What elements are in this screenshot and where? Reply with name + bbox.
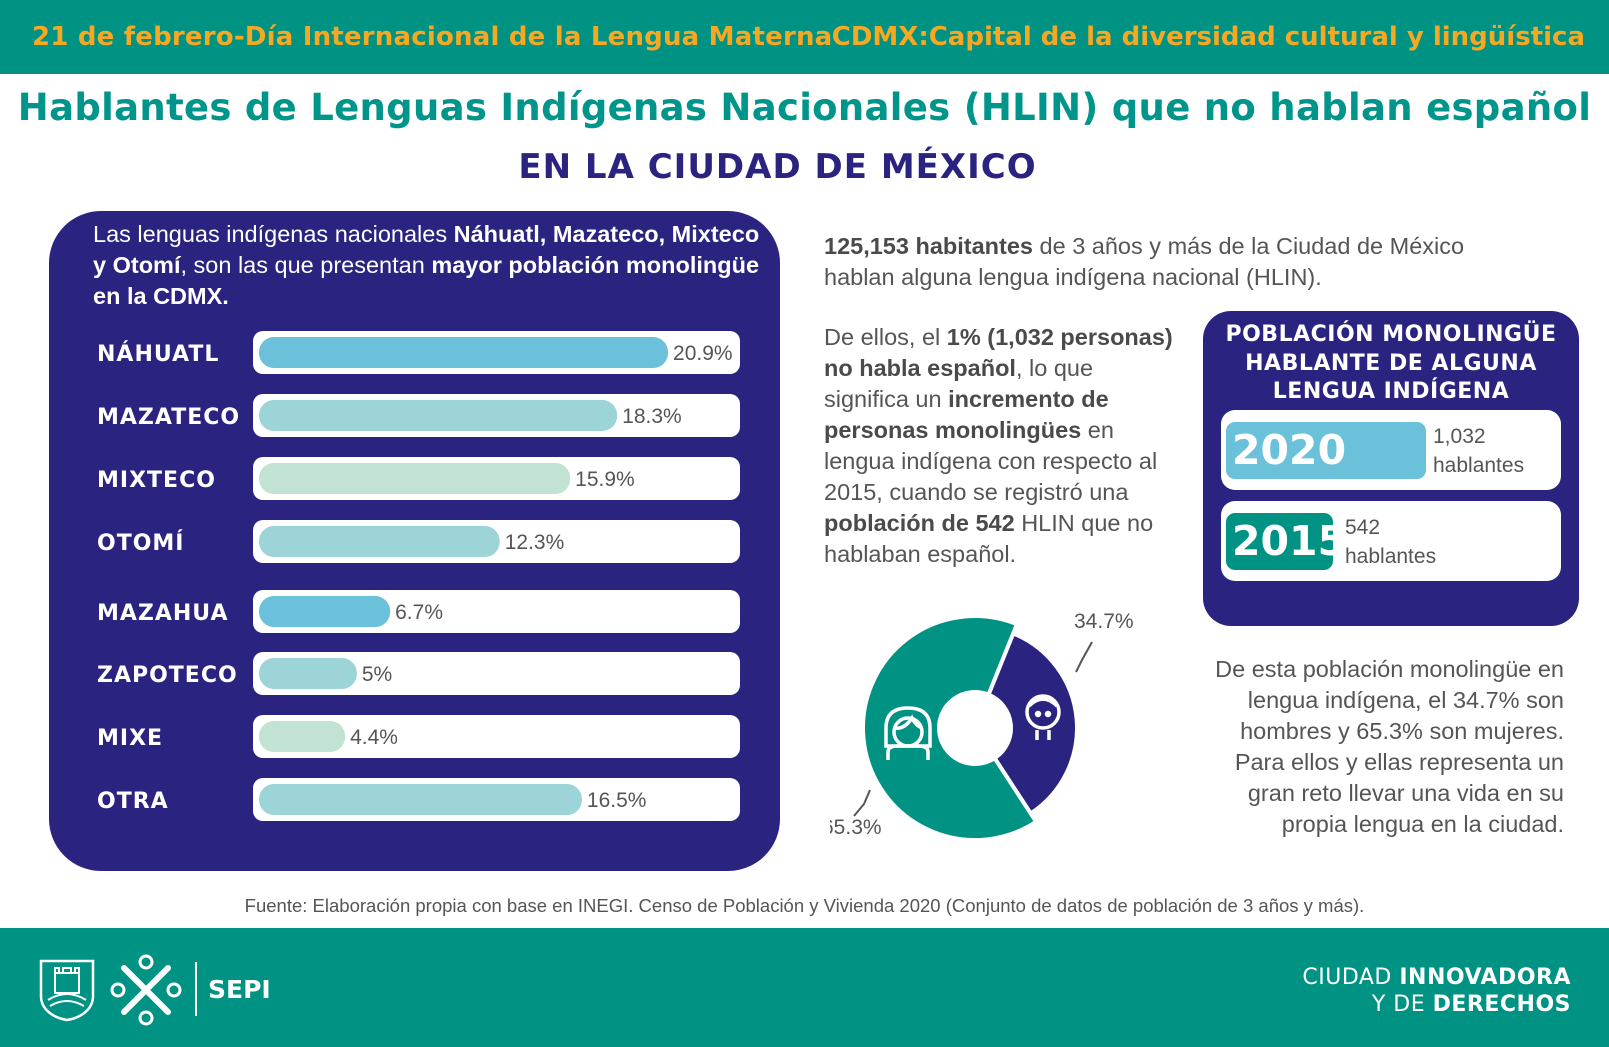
para2-bold-2: incremento de personas monolingües [824, 386, 1109, 443]
donut-leader-men [1075, 641, 1093, 673]
para2-text-3: en lengua indígena con respecto al 2015,… [824, 417, 1158, 505]
year-value-2015: 542 hablantes [1345, 513, 1436, 571]
year-card-2020: 2020 1,032 hablantes [1221, 410, 1561, 490]
header-right-text: CDMX:Capital de la diversidad cultural y… [831, 22, 1585, 52]
bar-value-label: 12.3% [505, 531, 565, 554]
gender-donut-chart: 34.7% 65.3% [830, 610, 1134, 842]
slogan-l1-b: INNOVADORA [1399, 965, 1571, 990]
intro-text-1: Las lenguas indígenas nacionales [93, 221, 454, 247]
monolingual-box: POBLACIÓN MONOLINGÜE HABLANTE DE ALGUNA … [1203, 311, 1579, 626]
bar-mixteco [259, 463, 571, 494]
bar-value-label: 15.9% [575, 468, 635, 491]
para2-bold-1: 1% (1,032 personas) no habla español [824, 324, 1173, 381]
bar-category-label: MIXTECO [97, 468, 216, 493]
monolingual-box-title: POBLACIÓN MONOLINGÜE HABLANTE DE ALGUNA … [1225, 322, 1557, 404]
para2-text-2: , lo que significa un [824, 355, 1094, 412]
bar-track-mixe [253, 715, 740, 758]
para2-text-1: De ellos, el [824, 324, 947, 350]
bar-value-label: 20.9% [673, 342, 733, 365]
monolingual-paragraph: De ellos, el 1% (1,032 personas) no habl… [824, 322, 1174, 570]
bar-value-label: 4.4% [350, 726, 398, 749]
girl-icon [884, 706, 932, 760]
footer-slogan: CIUDAD INNOVADORA Y DE DERECHOS [1302, 964, 1571, 1018]
slogan-l1-a: CIUDAD [1302, 965, 1400, 990]
year-count-2020: 1,032 [1433, 425, 1486, 448]
cdmx-x-logo [110, 954, 182, 1026]
year-unit-2015: hablantes [1345, 545, 1437, 568]
bar-zapoteco [259, 658, 357, 689]
bar-category-label: OTOMÍ [97, 530, 185, 556]
para1-bold: 125,153 habitantes [824, 233, 1033, 259]
source-note: Fuente: Elaboración propia con base en I… [244, 895, 1365, 916]
languages-bar-chart: 20.9% NÁHUATL 18.3% MAZATECO 15.9% MIXTECO 12.… [97, 331, 740, 821]
header-left-text: 21 de febrero-Día Internacional de la Le… [32, 22, 833, 52]
bar-category-label: NÁHUATL [97, 341, 219, 367]
bar-category-label: MAZATECO [97, 405, 240, 430]
gender-note: De esta población monolingüe en lengua i… [1215, 656, 1564, 837]
footer-divider [195, 962, 197, 1016]
bar-otomi [259, 526, 500, 557]
footer-bar: SEPI CIUDAD INNOVADORA Y DE DERECHOS [0, 928, 1609, 1047]
intro-bold-1: Náhuatl, Mazateco, Mixteco y Otomí [93, 221, 760, 278]
year-label-2020: 2020 [1226, 422, 1426, 479]
para1-text: de 3 años y más de la Ciudad de México h… [824, 233, 1465, 290]
year-unit-2020: hablantes [1433, 454, 1525, 477]
bar-category-label: MAZAHUA [97, 601, 229, 626]
bar-mazateco [259, 400, 618, 431]
bar-value-label: 6.7% [395, 601, 443, 624]
donut-label-women: 65.3% [830, 816, 882, 839]
bar-nahuatl [259, 337, 669, 368]
bar-value-label: 18.3% [622, 405, 682, 428]
bar-value-label: 5% [362, 663, 392, 686]
para2-bold-3: población de 542 [824, 510, 1015, 536]
cdmx-shield-logo [39, 959, 95, 1022]
intro-bold-2: mayor población monolingüe en la CDMX. [93, 252, 760, 309]
boy-icon [1025, 694, 1061, 740]
intro-text-2: , son las que presentan [180, 252, 432, 278]
bar-value-label: 16.5% [587, 789, 647, 812]
page-title: Hablantes de Lenguas Indígenas Nacionale… [17, 86, 1592, 129]
sepi-logo-text: SEPI [208, 975, 271, 1004]
page-subtitle: EN LA CIUDAD DE MÉXICO [518, 147, 1037, 187]
bar-category-label: ZAPOTECO [97, 663, 238, 688]
year-value-2020: 1,032 hablantes [1433, 422, 1524, 480]
bar-mixe [259, 721, 346, 752]
top-banner: 21 de febrero-Día Internacional de la Le… [0, 0, 1609, 74]
bar-track-zapoteco [253, 652, 740, 695]
languages-panel: Las lenguas indígenas nacionales Náhuatl… [49, 211, 780, 871]
bar-mazahua [259, 596, 391, 627]
bar-otra [259, 784, 582, 815]
donut-leader-women [853, 789, 871, 817]
habitantes-paragraph: 125,153 habitantes de 3 años y más de la… [824, 231, 1504, 293]
slogan-l2-b: DERECHOS [1432, 992, 1571, 1017]
para2-text-4: HLIN que no hablaban español. [824, 510, 1154, 567]
year-count-2015: 542 [1345, 516, 1381, 539]
slogan-l2-a: Y DE [1371, 992, 1433, 1017]
bar-category-label: MIXE [97, 726, 163, 751]
donut-label-men: 34.7% [1074, 610, 1134, 633]
panel-intro-text: Las lenguas indígenas nacionales Náhuatl… [93, 219, 773, 312]
donut-slice-women [861, 614, 1039, 842]
year-label-2015: 2015 [1226, 513, 1346, 570]
year-card-2015: 2015 542 hablantes [1221, 501, 1561, 581]
bar-category-label: OTRA [97, 789, 169, 814]
